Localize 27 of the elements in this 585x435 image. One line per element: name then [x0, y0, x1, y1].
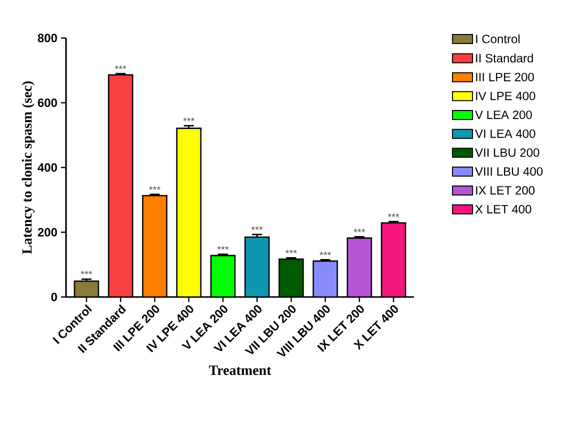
legend-label: VII LBU 200: [475, 148, 540, 157]
y-tick-label: 800: [38, 34, 57, 42]
x-axis-title: Treatment: [208, 366, 272, 375]
annotation: ***: [183, 118, 195, 122]
legend-label: V LEA 200: [475, 110, 532, 120]
legend-label: VI LEA 400: [475, 129, 536, 138]
annotation: ***: [217, 246, 229, 250]
legend-label: II Standard: [476, 54, 533, 62]
legend-label: IX LET 200: [476, 186, 535, 195]
y-tick-label: 0: [51, 292, 57, 302]
legend-label: IV LPE 400: [476, 92, 536, 100]
y-tick-label: 600: [38, 98, 57, 107]
annotation: ***: [114, 66, 126, 70]
legend-label: I Control: [476, 34, 520, 44]
annotation: ***: [320, 252, 331, 256]
annotation: ***: [80, 270, 92, 274]
annotation: ***: [251, 226, 263, 230]
y-tick-label: 400: [38, 163, 57, 172]
legend-label: III LPE 200: [476, 72, 534, 82]
annotation: ***: [149, 186, 160, 190]
y-axis-title: Latency to clonic spasm (sec): [22, 81, 35, 254]
y-tick-label: 200: [38, 228, 57, 236]
legend-label: VIII LBU 400: [475, 167, 543, 176]
legend-label: X LET 400: [475, 204, 532, 214]
annotation: ***: [354, 228, 366, 232]
annotation: ***: [388, 213, 400, 217]
annotation: ***: [285, 250, 297, 254]
